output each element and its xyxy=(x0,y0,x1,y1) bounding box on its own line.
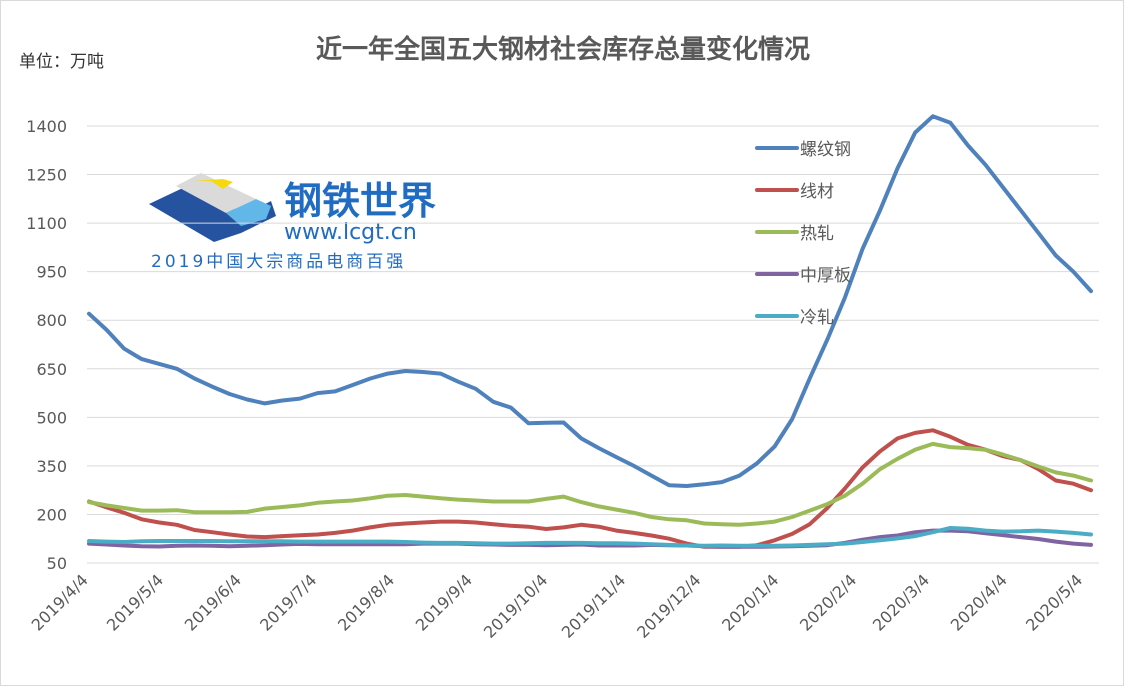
chart-title: 近一年全国五大钢材社会库存总量变化情况 xyxy=(315,35,810,65)
x-tick-label: 2019/5/4 xyxy=(103,570,167,634)
x-tick-label: 2019/12/4 xyxy=(633,570,704,641)
series-line-4 xyxy=(87,526,1093,548)
legend-item: 线材 xyxy=(755,182,834,202)
unit-label: 单位：万吨 xyxy=(19,52,104,72)
legend-label: 热轧 xyxy=(800,224,834,244)
logo-slogan-text: 2019中国大宗商品电商百强 xyxy=(151,252,406,272)
legend-item: 螺纹钢 xyxy=(755,140,851,160)
series-line-1 xyxy=(87,428,1093,549)
series-line-0 xyxy=(87,114,1093,488)
legend-item: 冷轧 xyxy=(755,308,834,328)
logo-yellow-shape xyxy=(193,179,233,189)
legend-item: 热轧 xyxy=(755,224,834,244)
y-tick-label: 800 xyxy=(36,311,67,330)
y-tick-label: 200 xyxy=(36,505,67,524)
x-tick-label: 2020/3/4 xyxy=(869,570,933,634)
logo-top-shape xyxy=(176,173,256,213)
x-tick-label: 2020/4/4 xyxy=(947,570,1011,634)
x-tick-label: 2020/5/4 xyxy=(1022,570,1086,634)
x-tick-label: 2020/2/4 xyxy=(796,570,860,634)
y-tick-label: 1400 xyxy=(26,117,67,136)
x-tick-label: 2019/10/4 xyxy=(480,570,551,641)
logo-url-text: www.lcgt.cn xyxy=(284,220,417,245)
x-tick-label: 2019/4/4 xyxy=(28,570,92,634)
series-line-2 xyxy=(87,441,1093,527)
logo-base-shape xyxy=(149,186,276,242)
x-tick-label: 2019/6/4 xyxy=(181,570,245,634)
x-tick-label: 2020/1/4 xyxy=(718,570,782,634)
x-tick-label: 2019/9/4 xyxy=(412,570,476,634)
x-tick-label: 2019/7/4 xyxy=(256,570,320,634)
x-tick-label: 2019/11/4 xyxy=(558,570,629,641)
y-tick-label: 650 xyxy=(36,360,67,379)
legend-label: 线材 xyxy=(800,182,834,202)
logo-brand-text: 钢铁世界 xyxy=(284,179,436,223)
y-tick-label: 50 xyxy=(47,554,67,573)
y-tick-label: 1100 xyxy=(26,214,67,233)
legend-label: 冷轧 xyxy=(800,308,834,328)
legend-item: 中厚板 xyxy=(755,266,851,286)
logo-light-shape xyxy=(226,199,271,226)
y-tick-label: 350 xyxy=(36,457,67,476)
legend-label: 中厚板 xyxy=(800,266,851,286)
y-tick-label: 1250 xyxy=(26,166,67,185)
y-tick-label: 500 xyxy=(36,408,67,427)
x-tick-label: 2019/8/4 xyxy=(334,570,398,634)
legend-label: 螺纹钢 xyxy=(800,140,851,160)
y-tick-label: 950 xyxy=(36,263,67,282)
